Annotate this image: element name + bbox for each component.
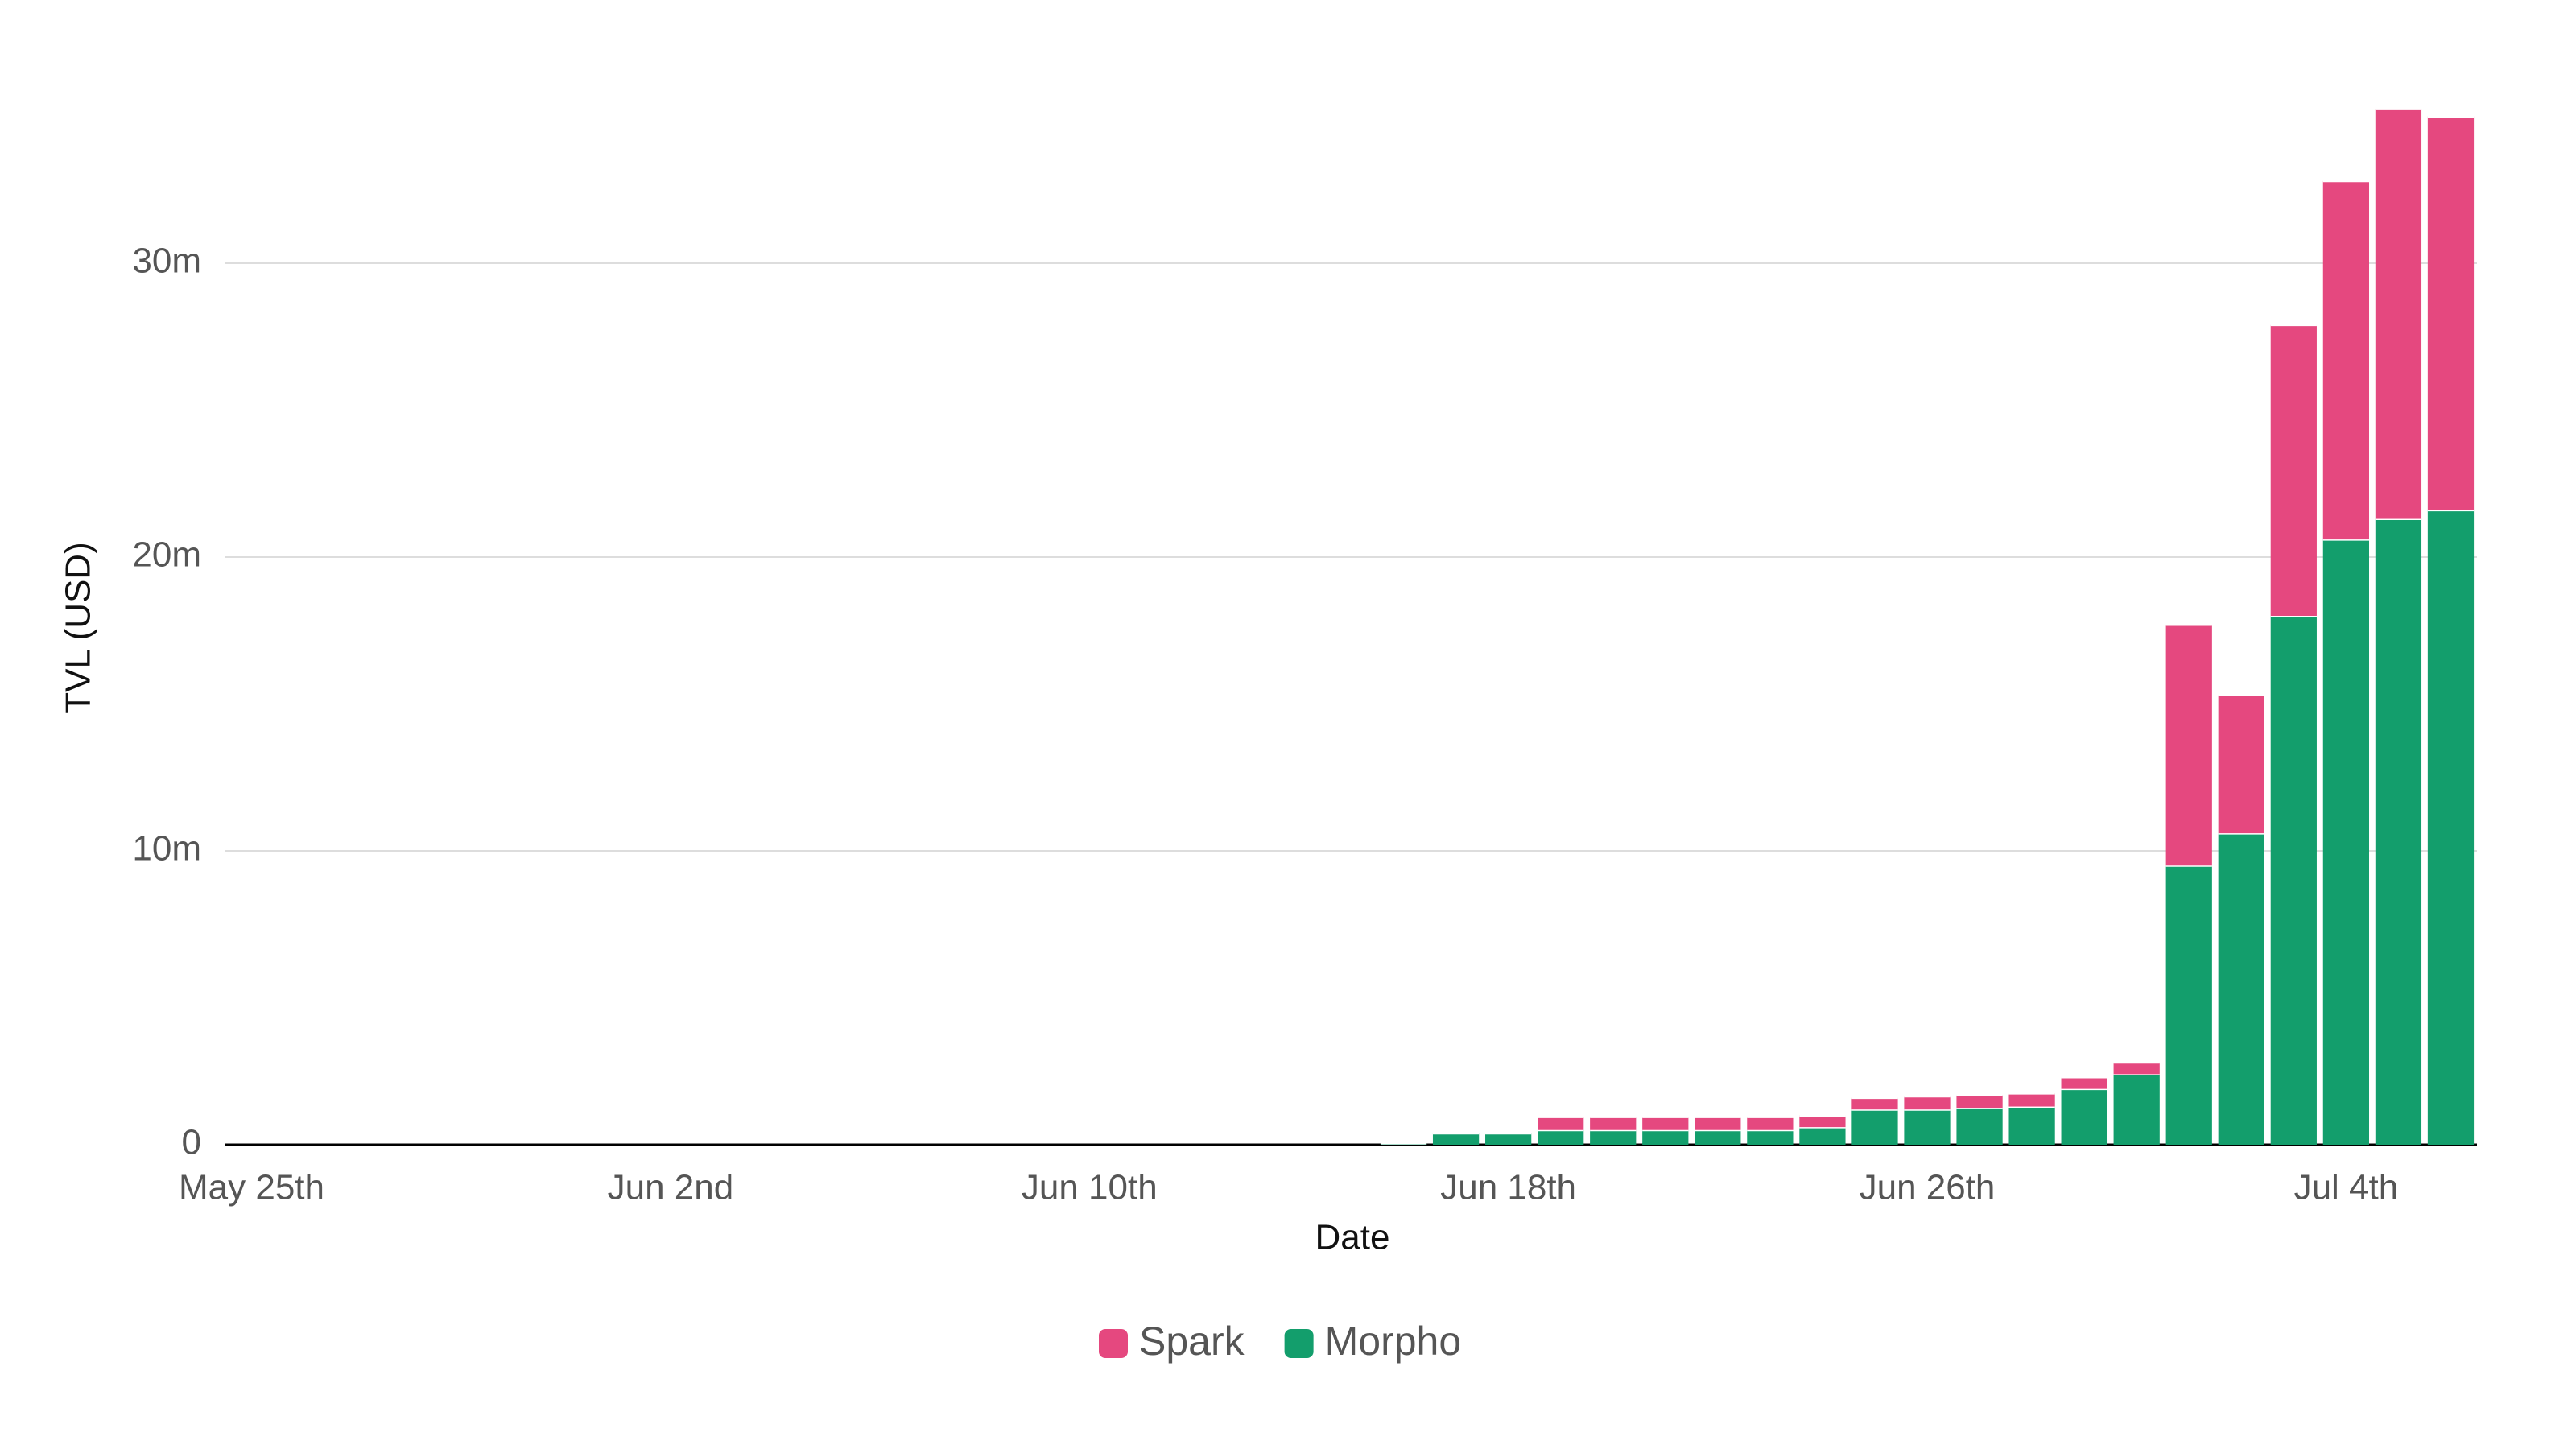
bar-segment: [1904, 1096, 1951, 1110]
bar-segment: [2322, 180, 2370, 540]
bar-segment: [1852, 1097, 1898, 1110]
bar-segment: [2427, 510, 2475, 1145]
bar-segment: [2113, 1074, 2160, 1145]
bar-segment: [2218, 833, 2264, 1145]
bar-segment: [2322, 539, 2370, 1145]
bar-segment: [1590, 1117, 1637, 1130]
bar-segment: [2165, 624, 2212, 866]
bar-segment: [2165, 865, 2212, 1145]
bar-segment: [1432, 1133, 1480, 1145]
bar-segment: [2113, 1062, 2160, 1075]
bar-segment: [1747, 1129, 1794, 1145]
x-axis-title: Date: [1315, 1218, 1390, 1257]
bar-segment: [2270, 616, 2317, 1145]
bar-segment: [2008, 1106, 2055, 1145]
bar-segment: [1956, 1108, 2003, 1145]
bar-segment: [1538, 1129, 1584, 1145]
x-tick-label: Jun 18th: [1440, 1168, 1576, 1208]
y-tick-label: 20m: [132, 535, 201, 575]
y-tick-label: 10m: [132, 829, 201, 869]
bar-segment: [1485, 1133, 1532, 1145]
bar-segment: [1904, 1109, 1951, 1145]
bar-segment: [1799, 1115, 1846, 1128]
bar-segment: [2218, 695, 2264, 834]
bar-segment: [1695, 1117, 1741, 1130]
bar-segment: [1747, 1117, 1794, 1130]
bar-segment: [1590, 1129, 1637, 1145]
bar-segment: [2375, 518, 2422, 1145]
y-axis-title: TVL (USD): [59, 542, 98, 714]
bar-segment: [2427, 116, 2475, 510]
bar-segment: [1799, 1127, 1846, 1145]
bar-segment: [1642, 1129, 1689, 1145]
legend-label: Morpho: [1325, 1319, 1462, 1364]
bar-segment: [1852, 1109, 1898, 1145]
bar-segment: [2061, 1088, 2107, 1145]
legend-label: Spark: [1139, 1319, 1245, 1364]
bar-segment: [2270, 324, 2317, 616]
bar-segment: [2375, 109, 2422, 519]
legend-swatch: [1099, 1329, 1128, 1358]
y-tick-label: 0: [182, 1123, 201, 1162]
x-tick-label: Jun 26th: [1860, 1168, 1996, 1208]
x-tick-label: Jun 2nd: [608, 1168, 734, 1208]
x-tick-label: May 25th: [179, 1168, 324, 1208]
x-tick-label: Jun 10th: [1022, 1168, 1158, 1208]
bar-segment: [1538, 1117, 1584, 1130]
legend-swatch: [1284, 1329, 1314, 1358]
bar-segment: [2008, 1093, 2055, 1107]
bar-segment: [1642, 1117, 1689, 1130]
y-tick-label: 30m: [132, 242, 201, 281]
bar-segment: [1956, 1094, 2003, 1108]
bar-segment: [1695, 1129, 1741, 1145]
x-tick-label: Jul 4th: [2294, 1168, 2399, 1208]
bar-segment: [2061, 1077, 2107, 1089]
